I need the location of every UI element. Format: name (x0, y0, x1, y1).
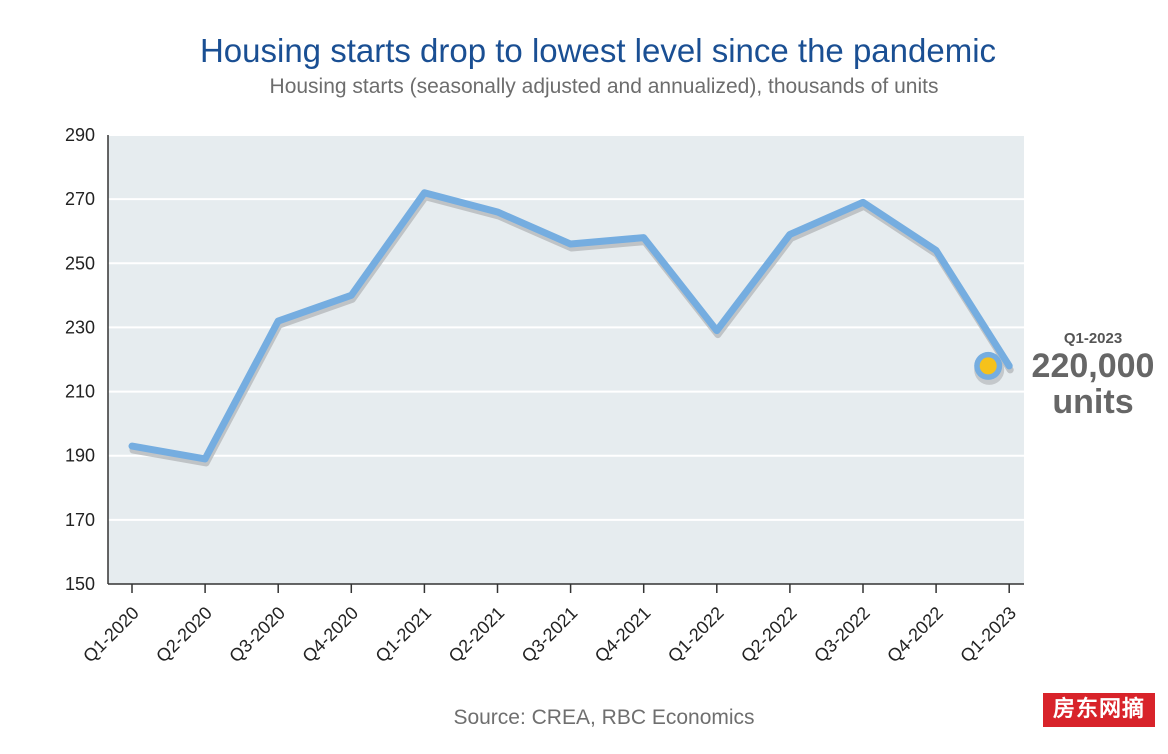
annotation-value: 220,000 units (1022, 348, 1164, 420)
x-tick-label: Q2-2021 (445, 603, 509, 667)
chart-subtitle: Housing starts (seasonally adjusted and … (269, 75, 939, 98)
plot-background (108, 135, 1024, 584)
x-tick-label: Q1-2023 (956, 603, 1020, 667)
x-tick-label: Q2-2022 (737, 603, 801, 667)
x-axis-ticks: Q1-2020 Q2-2020 Q3-2020 Q4-2020 Q1-2021 Q2-20… (79, 584, 1020, 666)
series-line (128, 189, 1013, 463)
chart-title: Housing starts drop to lowest level sinc… (199, 32, 997, 69)
y-tick-label: 230 (65, 317, 95, 337)
y-tick-label: 170 (65, 510, 95, 530)
x-tick-label: Q4-2022 (883, 603, 947, 667)
x-tick-label: Q2-2020 (152, 603, 216, 667)
x-tick-label: Q4-2020 (298, 603, 362, 667)
x-tick-label: Q3-2022 (810, 603, 874, 667)
y-tick-label: 150 (65, 574, 95, 594)
grid-lines (108, 134, 1024, 521)
annotation-value-unit: units (1052, 383, 1134, 421)
watermark-logo: 房东网摘 (1043, 693, 1155, 727)
y-tick-label: 290 (65, 125, 95, 145)
series-group (128, 189, 1014, 467)
x-tick-label: Q1-2022 (664, 603, 728, 667)
y-tick-label: 270 (65, 189, 95, 209)
y-axis-ticks: 150 170 190 210 230 250 270 290 (65, 125, 95, 594)
annotation-period: Q1-2023 (1063, 330, 1123, 347)
annotation-value-number: 220,000 (1031, 347, 1155, 385)
annotation-marker (979, 357, 997, 375)
x-tick-label: Q3-2020 (225, 603, 289, 667)
y-tick-label: 210 (65, 382, 95, 402)
x-tick-label: Q3-2021 (518, 603, 582, 667)
source-note: Source: CREA, RBC Economics (453, 706, 755, 729)
y-tick-label: 250 (65, 253, 95, 273)
x-tick-label: Q1-2021 (372, 603, 436, 667)
axes (107, 135, 1024, 585)
x-tick-label: Q4-2021 (591, 603, 655, 667)
x-tick-label: Q1-2020 (79, 603, 143, 667)
y-tick-label: 190 (65, 446, 95, 466)
